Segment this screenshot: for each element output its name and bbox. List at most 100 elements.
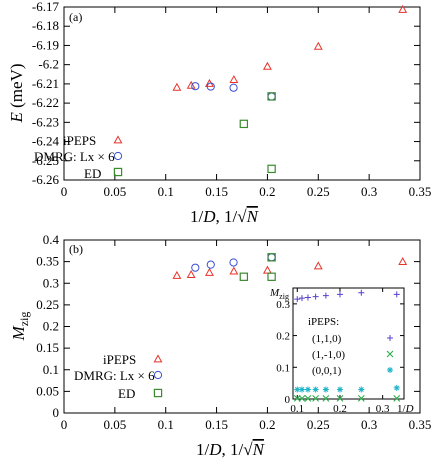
y-tick-label: 0.2 — [276, 331, 290, 343]
inset-marks — [293, 289, 401, 402]
data-point-triangle — [229, 266, 239, 275]
y-tick-label: 0.1 — [43, 362, 59, 377]
data-point-square — [239, 119, 249, 129]
data-point-star — [294, 386, 301, 393]
legend-marker-square — [153, 388, 163, 398]
panel-a-ylabel: E (meV) — [7, 63, 26, 123]
x-tick-label: 0.2 — [333, 403, 347, 415]
panel-b-marks — [153, 253, 408, 398]
data-point-cross — [304, 395, 312, 402]
legend-ipeps-label: iPEPS — [103, 352, 136, 367]
legend-ed-label: ED — [84, 166, 101, 181]
x-tick-label: 0.3 — [361, 184, 377, 199]
data-point-triangle — [205, 267, 214, 276]
y-tick-label: 0.1 — [276, 362, 290, 374]
panel-b-xlabel: 1/D, 1/√N — [196, 440, 266, 459]
inset-ylabel: Mzig — [269, 287, 289, 301]
x-tick-label: 0.35 — [409, 417, 432, 432]
legend-marker-cross — [386, 350, 394, 358]
data-point-circle — [229, 83, 238, 92]
data-point-cross — [312, 395, 319, 402]
data-point-triangle — [262, 265, 272, 274]
data-point-square — [267, 253, 276, 262]
panel-b-ticks: 0 0.05 0.1 0.15 0.2 0.25 0.3 0.3500.050.10.150.… — [36, 232, 431, 432]
inset-legend-001: (0,0,1) — [312, 365, 342, 377]
y-tick-label: 0.15 — [36, 340, 59, 355]
data-point-circle — [229, 258, 238, 267]
legend-marker-triangle — [153, 354, 163, 363]
panel-a-energy: (a) 0 0.05 0.1 0.15 0.2 0.25 0.3 0.35 -6.26 -6.25… — [7, 0, 431, 226]
x-tick-label: 0.05 — [103, 417, 126, 432]
x-tick-label: 0.15 — [205, 417, 228, 432]
inset-ticks: 0.1 0.2 0.300.10.20.3 — [276, 288, 404, 415]
data-point-triangle — [186, 269, 196, 278]
x-tick-label: 0.15 — [205, 184, 228, 199]
y-tick-label: -6.23 — [32, 114, 59, 129]
y-tick-label: 0 — [285, 394, 291, 406]
data-point-star — [336, 386, 343, 393]
legend-marker-plus — [387, 335, 393, 341]
x-tick-label: 0 — [61, 417, 68, 432]
panel-b-magnetization: (b) 0 0.05 0.1 0.15 0.2 0.25 0.3 0.3500.050.10.… — [9, 232, 431, 459]
legend-ipeps-label: iPEPS — [63, 133, 96, 148]
y-tick-label: -6.17 — [32, 0, 60, 14]
data-point-star — [304, 386, 311, 393]
data-point-square — [239, 272, 249, 281]
data-point-triangle — [229, 75, 239, 84]
data-point-cross — [298, 395, 306, 402]
y-tick-label: 0.25 — [36, 297, 59, 312]
data-point-circle — [267, 253, 276, 262]
data-point-triangle — [186, 80, 196, 89]
data-point-cross — [336, 395, 344, 402]
x-tick-label: 0.1 — [290, 403, 304, 415]
inset-legend: iPEPS: (1,1,0) (1,-1,0) (0,0,1) — [308, 316, 345, 377]
data-point-plus — [322, 292, 329, 299]
y-tick-label: -6.19 — [32, 37, 59, 52]
legend-marker-circle — [113, 151, 123, 161]
y-tick-label: 0 — [53, 405, 60, 420]
y-tick-label: 0.3 — [276, 299, 290, 311]
y-tick-label: 0.2 — [43, 319, 59, 334]
panel-a-marks — [113, 4, 408, 177]
inset-xlabel: 1/D — [397, 403, 414, 415]
x-tick-label: 0.2 — [259, 417, 275, 432]
panel-a-ticks: 0 0.05 0.1 0.15 0.2 0.25 0.3 0.35 -6.26 -6.25 -6.2… — [32, 0, 431, 199]
y-tick-label: -6.26 — [32, 172, 60, 187]
data-point-cross — [393, 395, 401, 402]
inset-legend-1m10: (1,-1,0) — [312, 349, 345, 361]
data-point-star — [322, 386, 329, 393]
legend-marker-circle — [153, 370, 163, 380]
data-point-circle — [191, 263, 200, 272]
data-point-triangle — [398, 4, 408, 13]
panel-a-xlabel: 1/D, 1/√N — [190, 207, 260, 226]
x-tick-label: 0.2 — [259, 184, 275, 199]
legend-ed-label: ED — [118, 386, 135, 401]
data-point-triangle — [398, 256, 408, 266]
data-point-star — [393, 384, 400, 391]
data-point-plus — [298, 295, 305, 302]
panel-b-legend: iPEPS DMRG: Lx × 6 ED — [74, 352, 155, 401]
panel-b-label: (b) — [69, 242, 83, 256]
inset-magnetization-components: 0.1 0.2 0.300.10.20.3 Mzig 1/D iPEPS: (1,1… — [269, 287, 414, 415]
data-point-plus — [312, 293, 319, 300]
data-point-triangle — [313, 41, 323, 50]
panel-a-frame — [63, 6, 421, 181]
data-point-circle — [267, 92, 276, 101]
data-point-square — [267, 272, 276, 281]
y-tick-label: -6.2 — [38, 57, 59, 72]
legend-marker-star — [387, 367, 393, 373]
data-point-cross — [322, 395, 330, 402]
y-tick-label: -6.21 — [32, 76, 59, 91]
y-tick-label: 0.3 — [43, 275, 59, 290]
data-point-plus — [304, 294, 311, 301]
x-tick-label: 0.3 — [361, 417, 377, 432]
y-tick-label: -6.25 — [32, 153, 59, 168]
data-point-circle — [206, 260, 215, 269]
panel-b-ylabel: Mzig — [9, 312, 31, 342]
x-tick-label: 0.1 — [158, 184, 174, 199]
data-point-plus — [294, 296, 301, 303]
data-point-triangle — [262, 61, 272, 70]
data-point-plus — [358, 289, 365, 296]
x-tick-label: 0.3 — [376, 403, 390, 415]
